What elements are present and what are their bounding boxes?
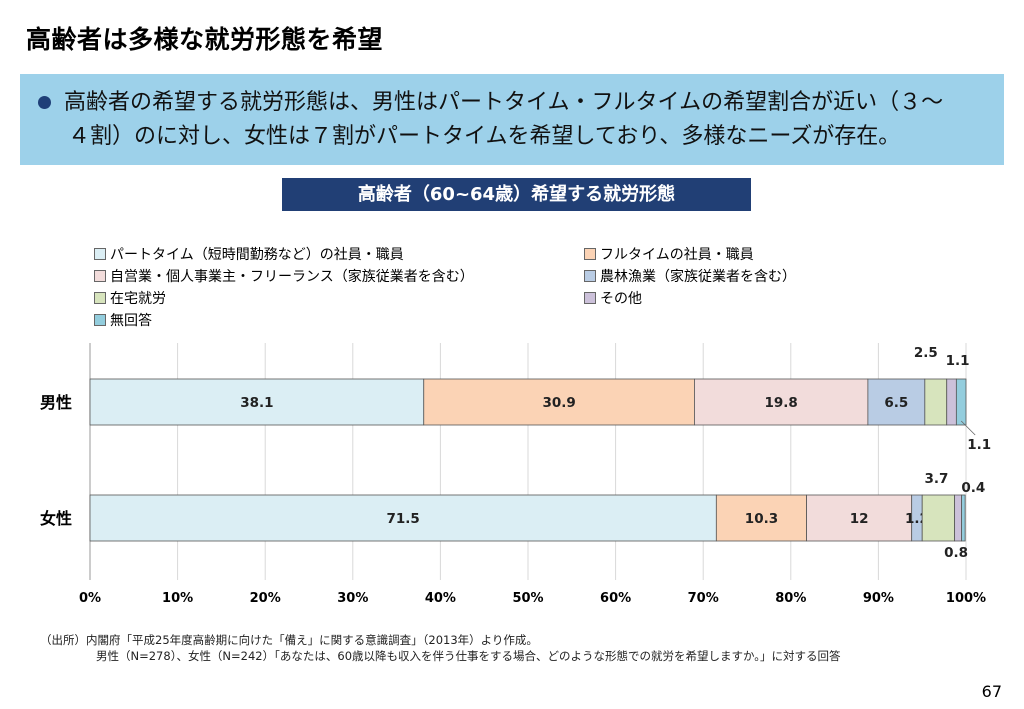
source-note: （出所）内閣府「平成25年度高齢期に向けた「備え」に関する意識調査」（2013年…	[40, 632, 841, 664]
data-label: 71.5	[387, 511, 420, 527]
leader-line	[960, 420, 976, 436]
data-label: 1.1	[967, 437, 991, 453]
data-label: 12	[850, 511, 869, 527]
page-title: 高齢者は多様な就労形態を希望	[26, 25, 384, 54]
legend-label: 農林漁業（家族従業者を含む）	[600, 269, 796, 285]
summary-text: 高齢者の希望する就労形態は、男性はパートタイム・フルタイムの希望割合が近い（３～…	[64, 86, 994, 154]
legend-item-6: その他	[584, 289, 642, 309]
data-label: 3.7	[924, 471, 948, 487]
legend-label: その他	[600, 291, 642, 307]
bar-segment	[806, 494, 913, 542]
legend-swatch	[584, 270, 596, 282]
data-label: 0.8	[944, 545, 968, 561]
bar-segment	[867, 378, 926, 426]
summary-line-1: 高齢者の希望する就労形態は、男性はパートタイム・フルタイムの希望割合が近い（３～	[64, 90, 944, 115]
x-tick-label: 80%	[775, 591, 806, 606]
legend-item-3: 自営業・個人事業主・フリーランス（家族従業者を含む）	[94, 267, 474, 287]
data-label: 30.9	[542, 395, 575, 411]
bar-segment	[924, 378, 948, 426]
summary-line-2: ４割）のに対し、女性は７割がパートタイムを希望しており、多様なニーズが存在。	[68, 124, 901, 149]
legend-item-7: 無回答	[94, 311, 152, 331]
x-tick-label: 100%	[946, 591, 986, 606]
bar-segment	[961, 494, 966, 542]
page-number: 67	[981, 682, 1002, 701]
x-tick-label: 30%	[337, 591, 368, 606]
x-tick-label: 20%	[250, 591, 281, 606]
legend-label: フルタイムの社員・職員	[600, 247, 754, 263]
data-label: 10.3	[745, 511, 778, 527]
bar-segment	[423, 378, 695, 426]
data-label: 38.1	[240, 395, 273, 411]
bar-segment	[955, 378, 967, 426]
x-tick-label: 50%	[512, 591, 543, 606]
bar-segment	[954, 494, 963, 542]
data-label: 19.8	[765, 395, 798, 411]
legend-label: 自営業・個人事業主・フリーランス（家族従業者を含む）	[110, 269, 474, 285]
x-tick-label: 10%	[162, 591, 193, 606]
legend-swatch	[94, 314, 106, 326]
bar-segment	[89, 494, 717, 542]
data-label: 6.5	[884, 395, 908, 411]
category-label: 男性	[40, 393, 72, 412]
legend-item-2: フルタイムの社員・職員	[584, 245, 754, 265]
x-tick-label: 90%	[863, 591, 894, 606]
x-tick-label: 40%	[425, 591, 456, 606]
data-label: 0.4	[961, 480, 985, 496]
legend-swatch	[94, 248, 106, 260]
chart-title: 高齢者（60~64歳）希望する就労形態	[282, 178, 751, 211]
bullet-icon	[38, 96, 51, 109]
x-tick-label: 60%	[600, 591, 631, 606]
legend-swatch	[94, 292, 106, 304]
category-label: 女性	[40, 509, 72, 528]
legend-swatch	[584, 248, 596, 260]
source-line-1: （出所）内閣府「平成25年度高齢期に向けた「備え」に関する意識調査」（2013年…	[40, 633, 538, 647]
bar-segment	[715, 494, 807, 542]
legend-item-1: パートタイム（短時間勤務など）の社員・職員	[94, 245, 404, 265]
summary-box: 高齢者の希望する就労形態は、男性はパートタイム・フルタイムの希望割合が近い（３～…	[20, 74, 1004, 165]
legend-item-4: 農林漁業（家族従業者を含む）	[584, 267, 796, 287]
chart-legend: パートタイム（短時間勤務など）の社員・職員 フルタイムの社員・職員自営業・個人事業…	[94, 245, 914, 335]
legend-swatch	[94, 270, 106, 282]
legend-label: 在宅就労	[110, 291, 166, 307]
data-label: 1.1	[946, 353, 970, 369]
legend-item-5: 在宅就労	[94, 289, 166, 309]
bar-segment	[89, 378, 425, 426]
bar-segment	[946, 378, 957, 426]
x-tick-label: 0%	[79, 591, 101, 606]
bar-segment	[921, 494, 956, 542]
legend-label: パートタイム（短時間勤務など）の社員・職員	[110, 247, 404, 263]
legend-label: 無回答	[110, 313, 152, 329]
legend-swatch	[584, 292, 596, 304]
source-line-2: 男性（N=278）、女性（N=242）「あなたは、60歳以降も収入を伴う仕事をす…	[96, 649, 841, 663]
bar-segment	[694, 378, 869, 426]
data-label: 2.5	[914, 345, 938, 361]
x-tick-label: 70%	[688, 591, 719, 606]
